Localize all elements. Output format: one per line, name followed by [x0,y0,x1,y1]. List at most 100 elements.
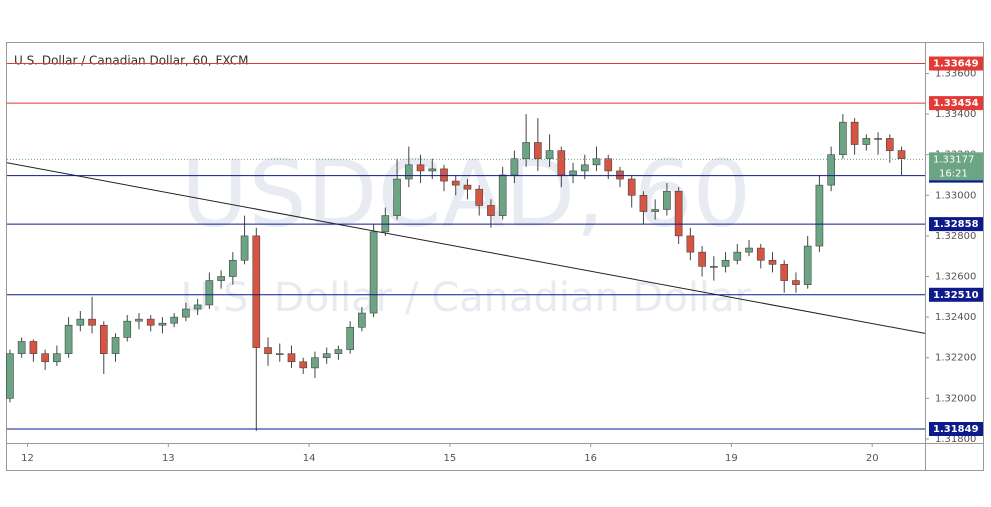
candle-body [252,235,261,348]
candle-body [76,318,85,326]
candle-body [498,174,507,216]
candle-body [627,178,636,196]
x-tick-label: 12 [21,453,34,464]
candle-body [64,324,73,354]
candle-body [17,341,26,354]
candle-body [311,357,319,369]
candle-body [41,353,49,363]
current-price-box [929,152,983,181]
current-price-label: 1.33177 [933,154,974,165]
candle-body [534,142,542,160]
candle-body [522,142,530,160]
countdown-label: 16:21 [939,168,968,179]
candle-body [862,138,871,145]
candle-body [170,316,178,324]
candle-body [440,168,448,182]
candle-body [745,247,753,253]
candle-body [123,320,132,338]
candle-body [874,138,882,140]
candle-body [53,353,61,363]
trendline [6,162,926,334]
x-tick-label: 20 [866,453,879,464]
candle-body [885,138,894,151]
level-label-box [929,96,983,111]
candle-body [146,318,155,326]
candle-body [111,337,120,354]
candle-body [651,209,659,212]
candle-body [756,247,765,261]
candle-body [897,150,906,160]
level-label-box [929,287,983,302]
candle-body [428,168,437,172]
candle-body [780,264,789,281]
candle-body [264,347,272,354]
candle-body [698,251,706,267]
candle-body [299,361,308,369]
candle-body [580,164,589,172]
x-tick-label: 16 [584,453,597,464]
candle-body [158,322,167,326]
y-tick-label: 1.33000 [935,190,976,201]
candle-body [839,121,847,155]
candle-body [393,178,401,216]
watermark: USDCAD, 60 [181,140,751,247]
candle-body [358,312,366,328]
x-tick-label: 19 [725,453,738,464]
candle-body [815,184,824,247]
candle-body [229,259,237,277]
y-tick-label: 1.32000 [935,393,976,404]
chart-title: U.S. Dollar / Canadian Dollar, 60, FXCM [14,54,249,68]
level-label: 1.33454 [933,98,979,109]
level-label: 1.32510 [933,290,979,301]
candle-body [604,158,613,172]
candle-body [487,205,495,216]
candle-body [710,266,718,268]
y-tick-label: 1.33400 [935,109,976,120]
candle-body [803,245,812,285]
candle-body [334,349,343,354]
candle-body [217,276,225,281]
candle-body [616,170,624,180]
candle-body [569,170,577,176]
candle-body [850,121,859,145]
candle-body [557,150,566,176]
chart-frame [6,42,984,471]
level-label-box [929,56,983,71]
candle-body [674,190,683,237]
candle-body [733,251,742,261]
plot [6,114,926,431]
candle-body [686,235,695,253]
y-tick-label: 1.32600 [935,272,976,283]
candle-body [451,180,460,186]
level-label-box [929,421,983,436]
x-tick-label: 13 [162,453,175,464]
candle-body [721,259,730,267]
candle-body [135,318,143,322]
candle-body [6,353,14,399]
candle-body [545,150,554,160]
candle-body [240,235,249,261]
candle-body [322,353,331,359]
y-tick-label: 1.33600 [935,68,976,79]
candle-body [99,324,108,354]
candle-body [88,318,96,326]
candle-body [205,280,214,306]
candle-body [346,326,354,350]
candle-body [29,341,38,354]
candle-body [639,194,648,212]
level-label: 1.31849 [933,424,979,435]
level-label-box [929,217,983,232]
candle-body [182,308,190,318]
y-tick-label: 1.32400 [935,312,976,323]
candle-body [463,184,472,190]
candle-body [193,304,202,310]
watermark-subtitle: U.S. Dollar / Canadian Dollar [181,275,752,321]
candle-body [275,353,284,355]
level-label: 1.32858 [933,219,979,230]
level-label: 1.33649 [933,59,979,70]
candle-body [287,353,296,363]
candle-body [416,164,425,172]
candle-body [510,158,519,176]
